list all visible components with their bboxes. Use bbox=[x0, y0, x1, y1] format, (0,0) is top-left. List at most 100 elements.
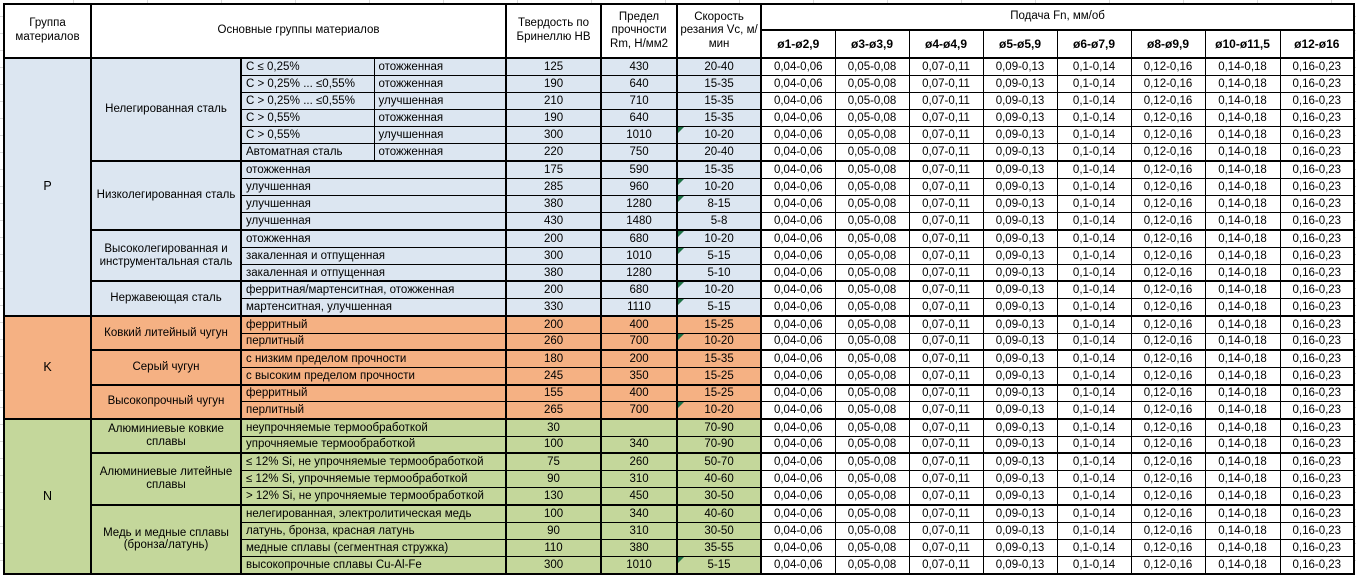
material-group-cell: Медь и медные сплавы (бронза/латунь) bbox=[90, 503, 242, 575]
cutting-speed-cell: 5-8 bbox=[676, 212, 762, 231]
feed-cell: 0,04-0,06 bbox=[760, 366, 836, 386]
feed-cell: 0,12-0,16 bbox=[1130, 435, 1206, 454]
hardness-cell: 90 bbox=[505, 521, 602, 540]
material-condition-cell: перлитный bbox=[239, 401, 507, 420]
feed-cell: 0,09-0,13 bbox=[982, 109, 1058, 128]
feed-cell: 0,16-0,23 bbox=[1279, 160, 1355, 179]
feed-cell: 0,14-0,18 bbox=[1204, 109, 1281, 128]
feed-cell: 0,04-0,06 bbox=[760, 503, 836, 523]
feed-cell: 0,09-0,13 bbox=[982, 228, 1058, 248]
feed-cell: 0,16-0,23 bbox=[1279, 91, 1355, 111]
feed-cell: 0,14-0,18 bbox=[1204, 314, 1281, 334]
hardness-cell: 285 bbox=[505, 177, 602, 197]
strength-cell: 350 bbox=[600, 366, 678, 386]
hardness-cell: 130 bbox=[505, 487, 602, 506]
feed-cell: 0,1-0,14 bbox=[1056, 126, 1132, 145]
feed-cell: 0,04-0,06 bbox=[760, 349, 836, 368]
cutting-speed-cell: 10-20 bbox=[676, 177, 762, 197]
feed-cell: 0,14-0,18 bbox=[1204, 280, 1281, 300]
feed-cell: 0,14-0,18 bbox=[1204, 228, 1281, 248]
header-diameter-1: ø1-ø2,9 bbox=[760, 29, 836, 59]
feed-cell: 0,14-0,18 bbox=[1204, 349, 1281, 368]
feed-cell: 0,1-0,14 bbox=[1056, 487, 1132, 506]
feed-cell: 0,07-0,11 bbox=[908, 91, 984, 111]
feed-cell: 0,07-0,11 bbox=[908, 521, 984, 540]
feed-cell: 0,12-0,16 bbox=[1130, 194, 1206, 214]
feed-cell: 0,05-0,08 bbox=[834, 91, 910, 111]
material-condition-cell: с высоким пределом прочности bbox=[239, 366, 507, 386]
feed-cell: 0,05-0,08 bbox=[834, 452, 910, 472]
feed-cell: 0,04-0,06 bbox=[760, 228, 836, 248]
strength-cell: 450 bbox=[600, 487, 678, 506]
material-condition-cell: C > 0,55% bbox=[240, 109, 375, 128]
feed-cell: 0,07-0,11 bbox=[908, 332, 984, 351]
feed-cell: 0,14-0,18 bbox=[1204, 56, 1281, 76]
feed-cell: 0,07-0,11 bbox=[908, 452, 984, 472]
strength-cell: 310 bbox=[600, 469, 678, 489]
feed-cell: 0,04-0,06 bbox=[760, 246, 836, 265]
cutting-speed-cell: 35-55 bbox=[676, 538, 762, 557]
feed-cell: 0,04-0,06 bbox=[760, 401, 836, 420]
material-condition-cell: неупрочняемые термообработкой bbox=[239, 417, 507, 437]
material-group-cell: Нелегированная сталь bbox=[90, 56, 242, 162]
hardness-cell: 125 bbox=[505, 56, 602, 76]
cutting-speed-cell: 40-60 bbox=[676, 469, 762, 489]
hardness-cell: 210 bbox=[505, 91, 602, 111]
feed-cell: 0,05-0,08 bbox=[834, 469, 910, 489]
hardness-cell: 190 bbox=[505, 74, 602, 93]
feed-cell: 0,16-0,23 bbox=[1279, 56, 1355, 76]
feed-cell: 0,1-0,14 bbox=[1056, 521, 1132, 540]
feed-cell: 0,05-0,08 bbox=[834, 212, 910, 231]
feed-cell: 0,09-0,13 bbox=[982, 314, 1058, 334]
feed-cell: 0,14-0,18 bbox=[1204, 91, 1281, 111]
strength-cell: 340 bbox=[600, 435, 678, 454]
feed-cell: 0,16-0,23 bbox=[1279, 503, 1355, 523]
note-triangle-icon bbox=[679, 248, 685, 254]
feed-cell: 0,16-0,23 bbox=[1279, 417, 1355, 437]
feed-cell: 0,12-0,16 bbox=[1130, 417, 1206, 437]
material-state-cell: отожженная bbox=[373, 74, 507, 93]
material-state-cell: улучшенная bbox=[373, 126, 507, 145]
feed-cell: 0,09-0,13 bbox=[982, 143, 1058, 162]
cutting-speed-cell: 15-35 bbox=[676, 160, 762, 179]
hardness-cell: 200 bbox=[505, 280, 602, 300]
feed-cell: 0,09-0,13 bbox=[982, 212, 1058, 231]
feed-cell: 0,04-0,06 bbox=[760, 74, 836, 93]
material-state-cell: улучшенная bbox=[373, 91, 507, 111]
feed-cell: 0,05-0,08 bbox=[834, 401, 910, 420]
hardness-cell: 265 bbox=[505, 401, 602, 420]
feed-cell: 0,07-0,11 bbox=[908, 349, 984, 368]
feed-cell: 0,07-0,11 bbox=[908, 487, 984, 506]
feed-cell: 0,05-0,08 bbox=[834, 332, 910, 351]
feed-cell: 0,04-0,06 bbox=[760, 487, 836, 506]
strength-cell: 640 bbox=[600, 74, 678, 93]
material-condition-cell: ферритный bbox=[239, 383, 507, 403]
strength-cell: 710 bbox=[600, 91, 678, 111]
material-condition-cell: мартенситная, улучшенная bbox=[239, 298, 507, 317]
feed-cell: 0,16-0,23 bbox=[1279, 469, 1355, 489]
feed-cell: 0,04-0,06 bbox=[760, 109, 836, 128]
feed-cell: 0,07-0,11 bbox=[908, 56, 984, 76]
feed-cell: 0,12-0,16 bbox=[1130, 246, 1206, 265]
feed-cell: 0,07-0,11 bbox=[908, 143, 984, 162]
feed-cell: 0,12-0,16 bbox=[1130, 56, 1206, 76]
feed-cell: 0,09-0,13 bbox=[982, 538, 1058, 557]
cutting-speed-cell: 5-15 bbox=[676, 246, 762, 265]
feed-cell: 0,12-0,16 bbox=[1130, 263, 1206, 282]
feed-cell: 0,12-0,16 bbox=[1130, 555, 1206, 575]
feed-cell: 0,09-0,13 bbox=[982, 366, 1058, 386]
feed-cell: 0,09-0,13 bbox=[982, 177, 1058, 197]
hardness-cell: 90 bbox=[505, 469, 602, 489]
feed-cell: 0,12-0,16 bbox=[1130, 298, 1206, 317]
hardness-cell: 100 bbox=[505, 503, 602, 523]
feed-cell: 0,1-0,14 bbox=[1056, 452, 1132, 472]
cutting-speed-cell: 15-35 bbox=[676, 91, 762, 111]
feed-cell: 0,07-0,11 bbox=[908, 228, 984, 248]
feed-cell: 0,14-0,18 bbox=[1204, 212, 1281, 231]
cutting-speed-cell: 10-20 bbox=[676, 280, 762, 300]
feed-cell: 0,12-0,16 bbox=[1130, 469, 1206, 489]
header-diameter-6: ø8-ø9,9 bbox=[1130, 29, 1206, 59]
cutting-speed-cell: 5-10 bbox=[676, 263, 762, 282]
cutting-speed-cell: 70-90 bbox=[676, 417, 762, 437]
feed-cell: 0,1-0,14 bbox=[1056, 212, 1132, 231]
